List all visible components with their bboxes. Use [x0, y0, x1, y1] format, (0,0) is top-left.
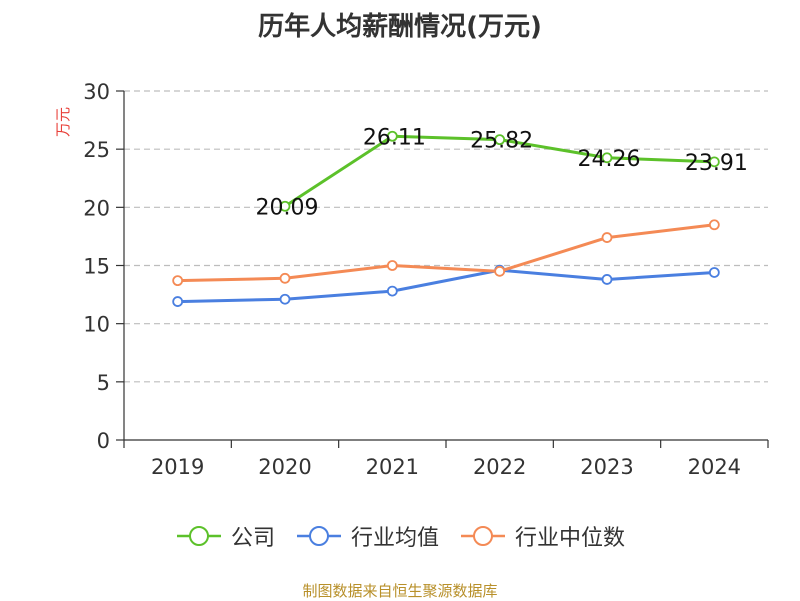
series-line-2 — [177, 223, 715, 283]
series-line-1 — [177, 268, 715, 304]
legend-swatch-industry-median — [461, 526, 505, 546]
y-tick-label: 30 — [83, 80, 110, 104]
legend-swatch-industry-average — [296, 526, 341, 546]
y-tick-label: 15 — [83, 255, 110, 279]
legend-item-industry-average[interactable]: 行业均值 — [295, 520, 439, 552]
data-source-note: 制图数据来自恒生聚源数据库 — [302, 582, 498, 600]
data-point — [279, 200, 291, 212]
data-label: 25.82 — [470, 129, 533, 154]
data-label: 24.26 — [578, 147, 641, 172]
data-point — [279, 272, 291, 284]
legend-label-industry-average: 行业均值 — [350, 526, 439, 551]
legend-item-industry-median[interactable]: 行业中位数 — [459, 520, 625, 552]
y-tick-label: 20 — [83, 196, 110, 220]
x-tick-label: 2019 — [151, 455, 204, 479]
data-point — [708, 219, 720, 231]
x-tick-label: 2022 — [473, 455, 526, 479]
legend-swatch-company — [176, 526, 221, 546]
series-lines — [172, 130, 720, 307]
data-point — [172, 296, 184, 307]
y-tick-label: 0 — [97, 429, 110, 453]
data-point — [172, 275, 184, 287]
data-point — [386, 130, 398, 142]
data-point — [708, 156, 720, 168]
data-point — [386, 260, 398, 271]
data-point — [386, 285, 398, 297]
chart-title: 历年人均薪酬情况(万元) — [258, 12, 542, 42]
x-tick-label: 2020 — [258, 455, 311, 479]
y-tick-label: 10 — [83, 313, 110, 337]
legend-item-company[interactable]: 公司 — [175, 520, 275, 552]
data-label: 23.91 — [685, 151, 748, 176]
y-tick-label: 25 — [83, 138, 110, 162]
data-point — [279, 293, 291, 305]
grid-lines — [124, 90, 768, 383]
x-tick-label: 2021 — [366, 455, 419, 479]
data-point — [708, 267, 720, 278]
y-tick-label: 5 — [97, 371, 110, 395]
data-label: 20.09 — [256, 195, 319, 220]
data-labels: 20.09 26.11 25.82 24.26 23.91 — [256, 125, 748, 220]
data-point — [494, 134, 506, 146]
axes: 0 5 10 15 20 25 30 2019 2020 2021 2022 2023 2024 万元 — [54, 80, 769, 479]
legend-label-company: 公司 — [230, 526, 275, 551]
legend-label-industry-median: 行业中位数 — [515, 526, 626, 551]
data-label: 26.11 — [363, 125, 426, 150]
x-tick-label: 2024 — [688, 455, 741, 479]
data-point — [601, 152, 613, 164]
data-point — [601, 232, 613, 243]
data-point — [494, 265, 506, 277]
legend: 公司 行业均值 行业中位数 — [0, 520, 800, 552]
x-tick-label: 2023 — [580, 455, 633, 479]
y-axis-label: 万元 — [54, 107, 72, 137]
data-point — [601, 274, 613, 285]
